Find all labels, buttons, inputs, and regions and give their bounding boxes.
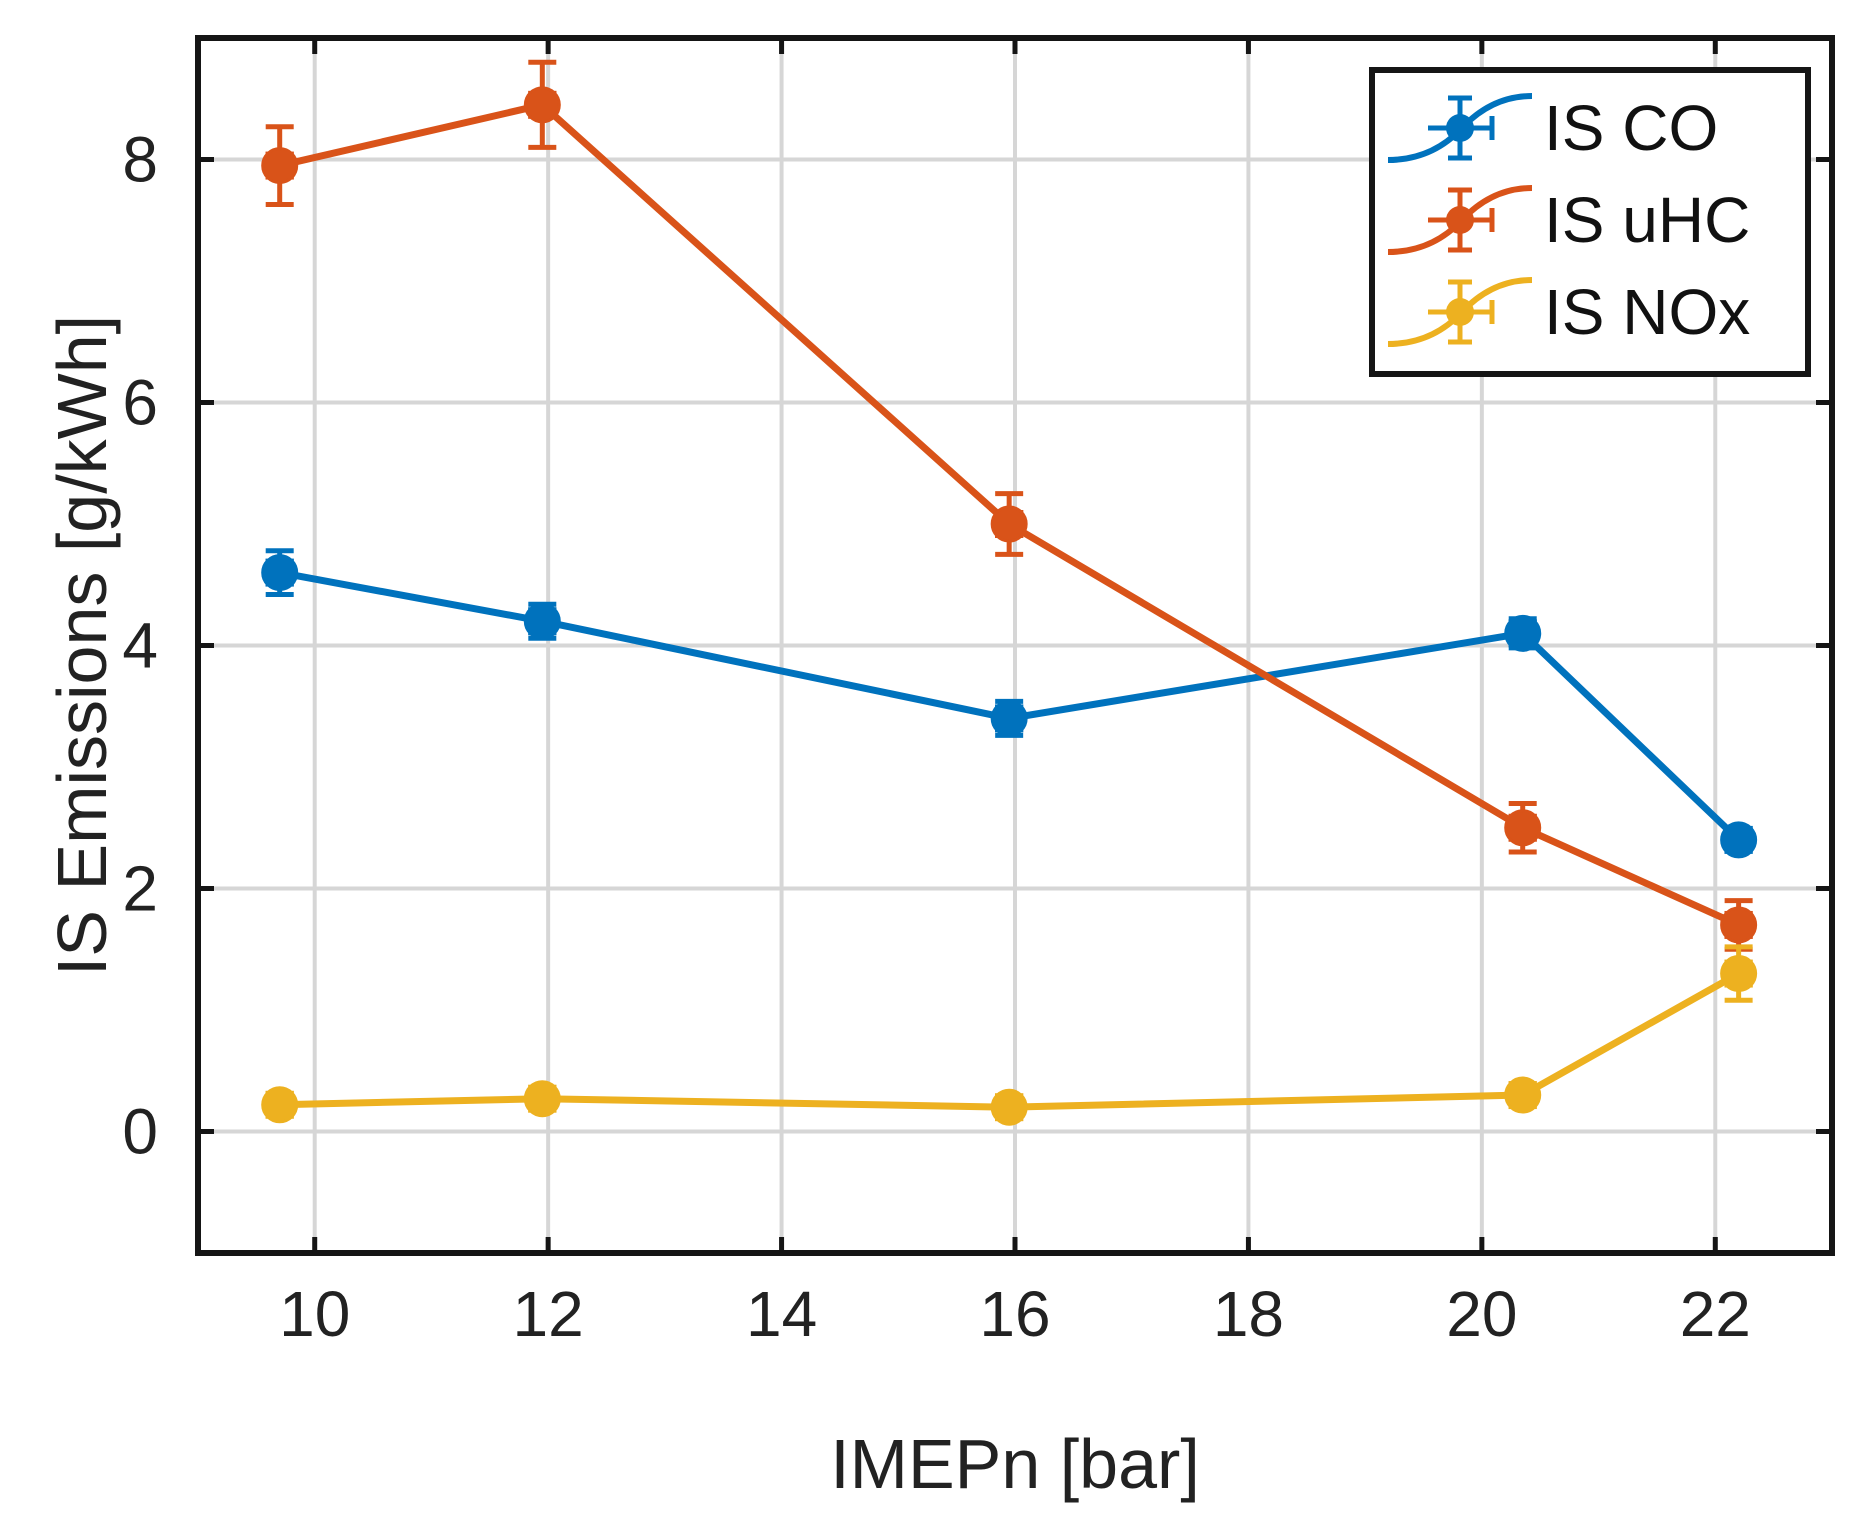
- series-is-co: [261, 548, 1758, 859]
- x-tick-label: 18: [1213, 1278, 1284, 1350]
- legend-item-is-co: IS CO: [1387, 92, 1718, 164]
- data-point: [1504, 614, 1542, 652]
- legend-item-is-nox: IS NOx: [1387, 276, 1750, 348]
- data-point: [990, 699, 1028, 737]
- x-tick-label: 10: [279, 1278, 350, 1350]
- x-tick-label: 22: [1680, 1278, 1751, 1350]
- data-point: [523, 602, 561, 640]
- data-point: [990, 1088, 1028, 1126]
- x-tick-label: 12: [513, 1278, 584, 1350]
- legend-label: IS CO: [1544, 92, 1718, 164]
- x-tick-label: 14: [746, 1278, 817, 1350]
- legend-marker: [1446, 298, 1474, 326]
- y-tick-label: 4: [122, 610, 158, 682]
- legend-item-is-uhc: IS uHC: [1387, 184, 1750, 256]
- series-layer: [261, 59, 1758, 1126]
- legend-label: IS uHC: [1544, 184, 1750, 256]
- data-point: [1720, 821, 1758, 859]
- data-point: [261, 147, 299, 185]
- series-is-nox: [261, 944, 1758, 1126]
- data-point: [1720, 906, 1758, 944]
- legend-items: IS CO IS uHC IS NOx: [1387, 92, 1750, 348]
- data-point: [1504, 809, 1542, 847]
- y-axis-title: IS Emissions [g/kWh]: [43, 315, 121, 976]
- data-point: [1720, 955, 1758, 993]
- data-point: [1504, 1076, 1542, 1114]
- x-tick-label: 20: [1446, 1278, 1517, 1350]
- legend-label: IS NOx: [1544, 276, 1750, 348]
- legend-marker: [1446, 206, 1474, 234]
- legend: IS CO IS uHC IS NOx: [1369, 67, 1811, 377]
- data-point: [523, 1080, 561, 1118]
- y-tick-label: 0: [122, 1096, 158, 1168]
- x-axis-title: IMEPn [bar]: [830, 1425, 1200, 1503]
- y-tick-label: 8: [122, 124, 158, 196]
- y-tick-label: 6: [122, 367, 158, 439]
- data-point: [523, 86, 561, 124]
- data-point: [990, 505, 1028, 543]
- y-tick-label: 2: [122, 853, 158, 925]
- data-point: [261, 1086, 299, 1124]
- ticks: 10 12 14 16 18 20 22 0 2 4 6 8: [122, 38, 1832, 1350]
- data-point: [261, 554, 299, 592]
- series-is-uhc: [261, 59, 1758, 952]
- x-tick-label: 16: [979, 1278, 1050, 1350]
- legend-box: [1369, 67, 1811, 377]
- legend-marker: [1446, 114, 1474, 142]
